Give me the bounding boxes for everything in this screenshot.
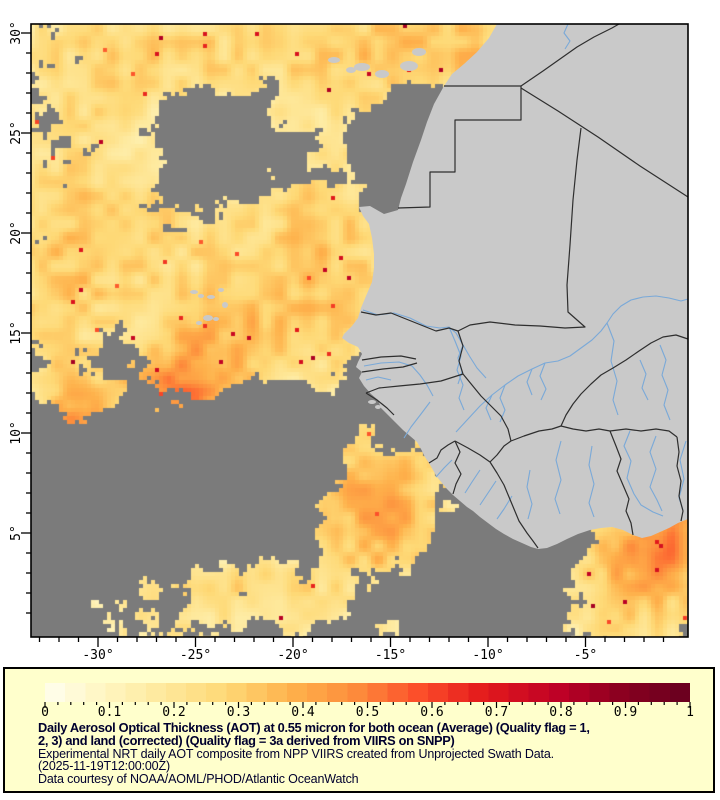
colorbar-tick-label: 0.3 — [226, 705, 251, 720]
colorbar-tick-label: 0 — [41, 705, 49, 720]
y-axis-label: 15° — [9, 321, 24, 344]
y-axis-label: 20° — [9, 221, 24, 244]
x-axis-label: -15° — [375, 648, 406, 663]
colorbar-tick-label: 0.6 — [420, 705, 444, 720]
caption-title-line-1: Daily Aerosol Optical Thickness (AOT) at… — [38, 720, 590, 735]
country-border — [609, 430, 634, 536]
x-axis-label: -5° — [574, 648, 597, 663]
river — [403, 401, 431, 439]
colorbar-tick-label: 0.2 — [162, 705, 186, 720]
caption-timestamp: (2025-11-19T12:00:00Z) — [38, 759, 170, 774]
country-border — [457, 330, 464, 375]
island — [412, 48, 426, 56]
x-axis-label: -25° — [180, 648, 211, 663]
country-border — [457, 127, 586, 332]
river — [496, 495, 513, 520]
country-border — [360, 311, 459, 332]
river — [363, 361, 434, 397]
country-border — [560, 334, 689, 427]
x-axis-label: -20° — [277, 648, 308, 663]
river — [639, 359, 649, 401]
map-frame — [30, 23, 689, 638]
island — [207, 295, 215, 299]
island — [346, 67, 356, 73]
river — [485, 394, 493, 421]
y-axis-label: 5° — [9, 525, 24, 541]
river — [623, 430, 664, 517]
river — [464, 469, 481, 494]
country-border — [520, 87, 689, 198]
river — [455, 295, 689, 433]
map-area: -30° -25° -20° -15° -10° -5° 30° 25° 20° 15° 10° 5° — [0, 0, 720, 665]
country-border — [510, 425, 562, 442]
island — [368, 400, 376, 404]
colorbar-tick-label: 0.8 — [549, 705, 573, 720]
colorbar-tick-label: 0.4 — [291, 705, 315, 720]
map-overlay: -30° -25° -20° -15° -10° -5° 30° 25° 20° 15° 10° 5° — [9, 21, 689, 663]
country-border — [462, 373, 512, 442]
island — [190, 290, 198, 294]
river — [539, 362, 547, 401]
country-border — [365, 392, 395, 416]
country-border — [520, 23, 620, 87]
river — [659, 344, 671, 421]
land-polygon — [342, 24, 688, 549]
colorbar — [45, 683, 690, 702]
country-border — [676, 436, 684, 522]
country-border — [609, 428, 678, 438]
colorbar-tick-label: 0.9 — [613, 705, 638, 720]
river — [526, 469, 533, 520]
caption: Daily Aerosol Optical Thickness (AOT) at… — [38, 720, 708, 786]
river — [606, 322, 619, 416]
y-axis-label: 10° — [9, 421, 24, 444]
colorbar-tick-label: 0.7 — [484, 705, 509, 720]
island — [400, 61, 418, 71]
river — [649, 435, 663, 512]
country-border — [365, 373, 464, 394]
island — [375, 405, 381, 409]
colorbar-ticks — [44, 702, 691, 708]
island — [222, 302, 228, 308]
river — [435, 459, 453, 478]
island — [213, 317, 219, 321]
country-border — [452, 440, 462, 495]
country-border — [560, 425, 611, 432]
x-axis-label: -30° — [82, 648, 113, 663]
colorbar-tick-label: 0.5 — [355, 705, 380, 720]
x-axis-label: -10° — [472, 648, 503, 663]
river — [526, 368, 533, 396]
caption-subtitle: Experimental NRT daily AOT composite fro… — [38, 746, 554, 761]
country-border — [361, 362, 418, 373]
y-axis-label: 25° — [9, 121, 24, 144]
river — [499, 384, 506, 423]
country-border — [428, 440, 456, 464]
river — [588, 445, 595, 518]
river — [563, 23, 571, 50]
river — [554, 440, 562, 515]
river — [479, 480, 497, 506]
island — [354, 63, 370, 71]
island — [328, 57, 340, 63]
island — [198, 294, 204, 298]
country-border — [489, 461, 539, 549]
country-border — [454, 440, 491, 463]
country-border — [489, 440, 512, 463]
caption-credit: Data courtesy of NOAA/AOML/PHOD/Atlantic… — [38, 771, 359, 786]
river — [365, 376, 392, 381]
caption-title-line-2: 2, 3) and land (corrected) (Quality flag… — [38, 732, 455, 748]
colorbar-tick-label: 0.1 — [97, 705, 122, 720]
country-border — [361, 355, 417, 361]
island — [196, 321, 202, 325]
island — [203, 315, 213, 321]
colorbar-tick-label: 1 — [686, 705, 694, 720]
river — [448, 326, 465, 411]
y-axis-label: 30° — [9, 21, 24, 44]
country-border — [397, 86, 522, 209]
island — [375, 70, 389, 78]
colorbar-tick-labels: 0 0.1 0.2 0.3 0.4 0.5 0.6 0.7 0.8 0.9 1 — [0, 705, 720, 720]
island — [218, 288, 224, 292]
